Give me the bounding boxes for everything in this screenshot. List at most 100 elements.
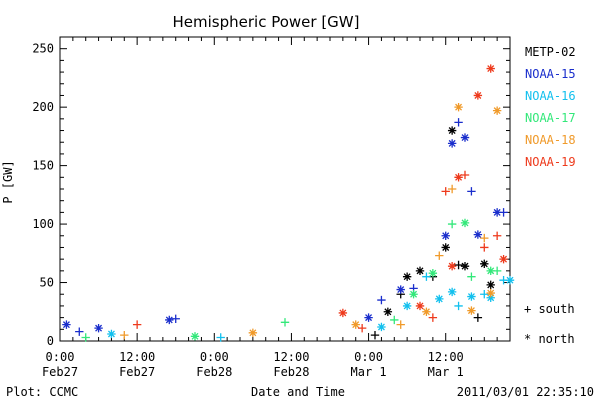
south-plus-point bbox=[467, 272, 476, 281]
series-noaa-19 bbox=[132, 64, 508, 333]
marker-legend-north: * north bbox=[524, 332, 575, 346]
south-plus-point bbox=[454, 301, 463, 311]
south-plus-point bbox=[480, 290, 489, 299]
south-plus-point bbox=[467, 187, 476, 196]
north-star-point bbox=[505, 276, 515, 285]
south-plus-point bbox=[216, 333, 225, 342]
x-tick-label-date: Feb27 bbox=[119, 365, 155, 379]
north-star-point bbox=[480, 259, 489, 269]
x-tick-label-date: Feb27 bbox=[42, 365, 78, 379]
legend: METP-02 NOAA-15 NOAA-16 NOAA-17 NOAA-18 NOAA-… bbox=[525, 45, 576, 169]
series-metp-02 bbox=[370, 126, 495, 340]
marker-legend-south: + south bbox=[524, 302, 575, 316]
north-star-point bbox=[364, 313, 373, 322]
north-star-point bbox=[338, 308, 348, 318]
north-star-point bbox=[486, 288, 495, 298]
south-plus-point bbox=[480, 243, 489, 252]
data-points bbox=[62, 64, 515, 342]
north-star-point bbox=[447, 287, 457, 297]
south-plus-point bbox=[357, 323, 367, 333]
north-star-point bbox=[492, 208, 502, 217]
legend-entry: NOAA-19 bbox=[525, 155, 576, 169]
south-plus-point bbox=[447, 219, 457, 229]
north-star-point bbox=[396, 285, 405, 294]
north-star-point bbox=[467, 292, 476, 301]
legend-entry: NOAA-16 bbox=[525, 89, 576, 103]
south-plus-point bbox=[171, 314, 180, 323]
plot-border bbox=[59, 36, 511, 342]
y-tick-label: 200 bbox=[32, 100, 54, 114]
south-plus-point bbox=[81, 333, 90, 342]
south-plus-point bbox=[441, 187, 450, 196]
north-star-point bbox=[435, 294, 444, 304]
north-star-point bbox=[62, 320, 71, 329]
north-star-point bbox=[402, 272, 412, 281]
north-star-point bbox=[486, 293, 495, 302]
y-tick-label: 0 bbox=[47, 334, 54, 348]
north-star-point bbox=[454, 102, 463, 112]
north-star-point bbox=[467, 306, 476, 315]
x-tick-label-time: 0:00 bbox=[46, 350, 75, 364]
series-noaa-16 bbox=[107, 272, 515, 342]
north-star-point bbox=[473, 91, 483, 100]
north-star-point bbox=[409, 290, 418, 299]
north-star-point bbox=[447, 261, 457, 271]
legend-entry: NOAA-18 bbox=[525, 133, 576, 147]
legend-entry: NOAA-17 bbox=[525, 111, 576, 125]
south-plus-point bbox=[435, 251, 444, 260]
south-plus-point bbox=[473, 313, 483, 322]
chart-title: Hemispheric Power [GW] bbox=[173, 13, 360, 31]
south-plus-point bbox=[120, 330, 129, 340]
series-noaa-18 bbox=[120, 102, 502, 340]
x-tick-label-time: 12:00 bbox=[273, 350, 309, 364]
north-star-point bbox=[428, 268, 438, 278]
x-tick-label-date: Mar 1 bbox=[351, 365, 387, 379]
legend-entry: METP-02 bbox=[525, 45, 576, 59]
south-plus-point bbox=[377, 295, 386, 305]
south-plus-point bbox=[460, 170, 470, 180]
north-star-point bbox=[415, 266, 425, 276]
x-tick-label-date: Feb28 bbox=[273, 365, 309, 379]
y-tick-label: 50 bbox=[40, 276, 54, 290]
north-star-point bbox=[383, 307, 393, 316]
north-star-point bbox=[486, 280, 495, 290]
south-plus-point bbox=[396, 320, 405, 329]
south-plus-point bbox=[492, 266, 502, 276]
x-tick-label-time: 12:00 bbox=[119, 350, 155, 364]
north-star-point bbox=[248, 328, 258, 338]
south-plus-point bbox=[390, 315, 399, 325]
north-star-point bbox=[351, 320, 360, 329]
north-star-point bbox=[460, 133, 470, 142]
plot-frame bbox=[59, 36, 511, 342]
south-plus-point bbox=[454, 118, 463, 127]
south-plus-point bbox=[422, 272, 431, 281]
x-tick-label-time: 0:00 bbox=[354, 350, 383, 364]
north-star-point bbox=[492, 106, 502, 115]
north-star-point bbox=[499, 254, 508, 264]
south-plus-point bbox=[499, 208, 508, 217]
north-star-point bbox=[377, 322, 386, 332]
north-star-point bbox=[486, 64, 495, 73]
north-star-point bbox=[447, 126, 457, 135]
south-plus-point bbox=[75, 327, 84, 336]
north-star-point bbox=[107, 329, 116, 339]
north-star-point bbox=[422, 307, 431, 316]
timestamp: 2011/03/01 22:35:10 bbox=[457, 385, 594, 399]
x-axis: 0:00Feb2712:00Feb270:00Feb2812:00Feb280:… bbox=[42, 37, 511, 379]
north-star-point bbox=[447, 139, 457, 148]
south-plus-point bbox=[454, 260, 463, 270]
series-noaa-15 bbox=[62, 118, 508, 336]
x-axis-label: Date and Time bbox=[251, 385, 345, 399]
x-tick-label-date: Mar 1 bbox=[428, 365, 464, 379]
y-tick-label: 100 bbox=[32, 217, 54, 231]
x-tick-label-date: Feb28 bbox=[196, 365, 232, 379]
series-noaa-17 bbox=[81, 218, 502, 342]
north-star-point bbox=[415, 301, 425, 311]
y-axis-label: P [GW] bbox=[1, 160, 15, 203]
x-tick-label-time: 0:00 bbox=[200, 350, 229, 364]
x-tick-label-time: 12:00 bbox=[428, 350, 464, 364]
south-plus-point bbox=[132, 320, 142, 329]
north-star-point bbox=[460, 261, 470, 271]
y-tick-label: 250 bbox=[32, 42, 54, 56]
south-plus-point bbox=[480, 233, 489, 243]
